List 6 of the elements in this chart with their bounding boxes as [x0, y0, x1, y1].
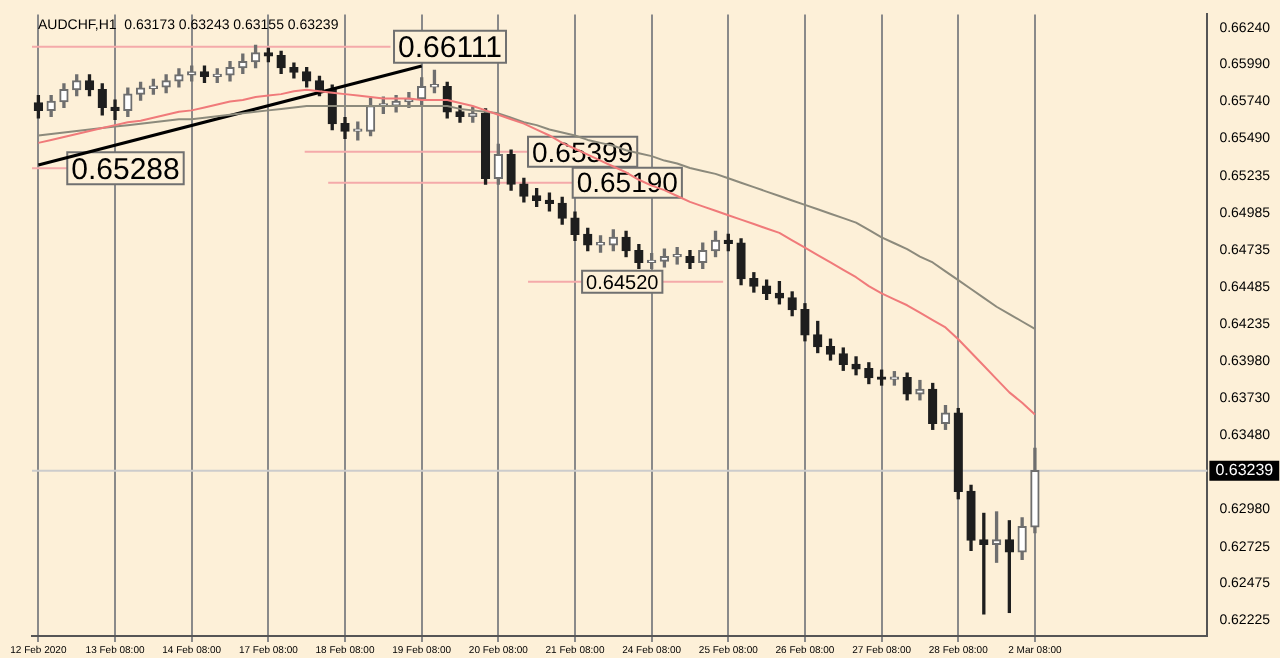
ref-line-label: 0.65190 — [576, 166, 679, 199]
ref-line-label: 0.64520 — [586, 273, 660, 296]
ref-line-label: 0.66111 — [398, 31, 503, 66]
ref-line-label: 0.65288 — [71, 152, 180, 187]
candlestick — [110, 99, 120, 120]
ref-line-label: 0.63239 — [1215, 461, 1275, 480]
